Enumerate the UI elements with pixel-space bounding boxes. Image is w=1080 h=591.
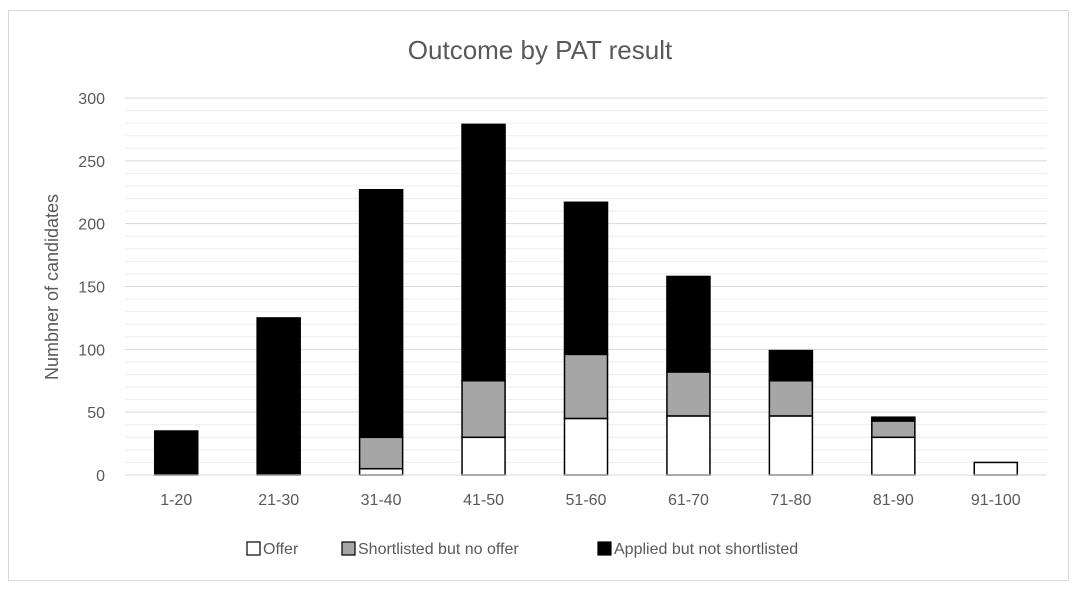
x-tick-label: 41-50 — [463, 492, 504, 509]
legend-swatch — [597, 541, 612, 556]
bar-segment — [768, 415, 814, 476]
x-tick-label: 71-80 — [770, 492, 811, 509]
bar-segment — [461, 380, 506, 439]
bar-segment — [563, 201, 609, 356]
bars — [125, 123, 1047, 476]
bar-segment — [871, 436, 916, 476]
legend-swatch — [246, 541, 261, 556]
bar-segment — [358, 188, 404, 439]
legend-label: Applied but not shortlisted — [614, 541, 798, 558]
y-tick-label: 250 — [78, 154, 105, 171]
chart-title: Outcome by PAT result — [408, 35, 673, 65]
bar-segment — [256, 317, 301, 476]
bar-segment — [871, 420, 916, 439]
x-tick-label: 31-40 — [361, 492, 402, 509]
bar-segment — [358, 436, 404, 470]
y-tick-label: 50 — [87, 405, 105, 422]
x-tick-label: 91-100 — [971, 492, 1021, 509]
legend-label: Shortlisted but no offer — [358, 541, 519, 558]
bar-segment — [358, 467, 404, 476]
bar-segment — [768, 380, 814, 417]
legend-swatch — [341, 541, 356, 556]
x-tick-label: 51-60 — [566, 492, 607, 509]
x-axis-ticks: 1-20 21-30 31-40 41-50 51-60 61-70 71-80 81-90 9… — [160, 492, 1021, 509]
bar-segment — [153, 430, 199, 476]
y-tick-label: 150 — [78, 280, 105, 297]
bar-segment — [768, 349, 814, 382]
bar-segment — [871, 416, 916, 422]
y-tick-label: 0 — [96, 468, 105, 485]
y-tick-label: 200 — [78, 217, 105, 234]
bar-segment — [973, 461, 1019, 476]
legend: Offer Shortlisted but no offer Applied but… — [246, 541, 798, 558]
bar-segment — [666, 415, 711, 476]
y-axis-ticks: 0 50 100 150 200 250 300 — [78, 91, 105, 485]
bar-segment — [563, 417, 609, 476]
y-axis-label: Numbner of candidates — [42, 194, 62, 380]
x-tick-label: 61-70 — [668, 492, 709, 509]
bar-segment — [461, 436, 506, 476]
x-tick-label: 1-20 — [160, 492, 192, 509]
bar-segment — [666, 275, 711, 373]
y-tick-label: 100 — [78, 342, 105, 359]
chart-frame — [8, 10, 1069, 581]
y-tick-label: 300 — [78, 91, 105, 108]
bar-segment — [563, 353, 609, 420]
bar-segment — [666, 371, 711, 417]
x-tick-label: 21-30 — [258, 492, 299, 509]
legend-label: Offer — [263, 541, 299, 558]
x-tick-label: 81-90 — [873, 492, 914, 509]
bar-segment — [461, 123, 506, 382]
